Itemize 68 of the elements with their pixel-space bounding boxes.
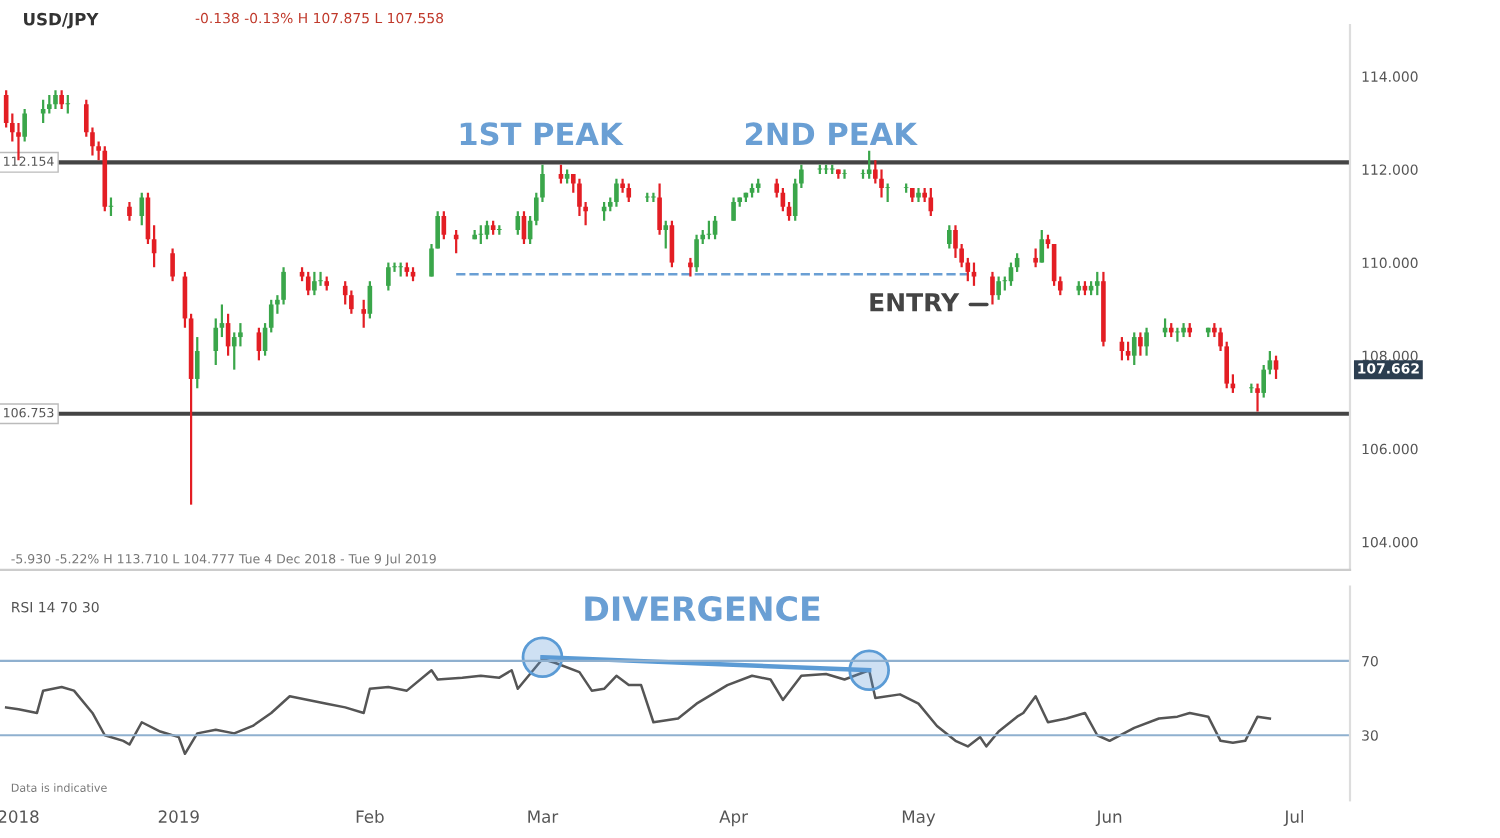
candlestick	[1175, 326, 1180, 343]
annotation: DIVERGENCE	[585, 596, 820, 622]
candlestick	[1144, 326, 1149, 357]
candlestick	[342, 280, 348, 306]
candlestick	[47, 93, 52, 115]
candlestick	[1125, 340, 1131, 362]
candlestick	[53, 89, 58, 111]
candlestick	[108, 196, 114, 218]
candlestick	[281, 266, 286, 306]
candlestick	[577, 177, 582, 218]
x-tick-label: Jun	[1095, 810, 1122, 827]
candlestick	[953, 224, 958, 260]
candlestick	[1033, 247, 1038, 269]
candlestick	[990, 270, 995, 306]
candlestick	[1273, 354, 1279, 381]
candlestick	[40, 98, 46, 125]
x-tick-label: Jul	[1283, 810, 1304, 827]
candlestick	[386, 261, 391, 292]
candlestick	[663, 219, 669, 250]
annotation: 2ND PEAK	[745, 122, 918, 145]
candlestick	[139, 191, 145, 227]
candlestick	[558, 163, 564, 185]
annotation: ENTRY	[870, 293, 960, 312]
candlestick	[731, 196, 736, 222]
candlestick	[1138, 331, 1143, 357]
candlestick	[22, 107, 27, 143]
annotation: 1ST PEAK	[460, 122, 624, 146]
candlestick	[996, 275, 1001, 301]
candlestick	[478, 224, 484, 246]
candlestick	[1094, 270, 1100, 297]
candlestick	[515, 210, 521, 236]
candlestick	[947, 224, 952, 250]
candlestick	[435, 210, 440, 250]
candlestick	[1039, 228, 1045, 264]
candlestick	[65, 93, 71, 115]
candlestick	[885, 182, 890, 204]
chart-title: USD/JPY	[24, 12, 99, 29]
candlestick	[866, 149, 872, 180]
candlestick	[651, 191, 656, 204]
x-tick-label: Mar	[528, 810, 559, 823]
x-tick-label: 2019	[158, 810, 199, 823]
candlestick	[1131, 331, 1137, 367]
candlestick	[312, 270, 317, 297]
candlestick	[59, 89, 64, 111]
candlestick	[231, 331, 237, 371]
candlestick	[484, 219, 490, 241]
candlestick	[318, 270, 323, 287]
candlestick	[657, 182, 662, 236]
x-tick-label: Feb	[356, 810, 384, 823]
candlestick	[1255, 382, 1260, 413]
candlestick	[305, 270, 311, 297]
candlestick	[361, 298, 367, 329]
candlestick	[170, 247, 175, 283]
candlestick	[127, 200, 132, 222]
x-tick-label: May	[902, 810, 936, 827]
candlestick	[688, 256, 693, 278]
candlestick	[626, 182, 632, 204]
candlestick	[194, 335, 200, 390]
candlestick	[1181, 321, 1186, 339]
candlestick	[694, 233, 699, 273]
candlestick	[614, 177, 619, 208]
x-tick-label: Apr	[719, 810, 748, 827]
candlestick	[879, 168, 884, 199]
candlestick	[706, 219, 712, 241]
candlestick	[971, 261, 977, 287]
candlestick	[916, 186, 921, 204]
candlestick	[349, 289, 354, 315]
candlestick	[842, 168, 847, 180]
